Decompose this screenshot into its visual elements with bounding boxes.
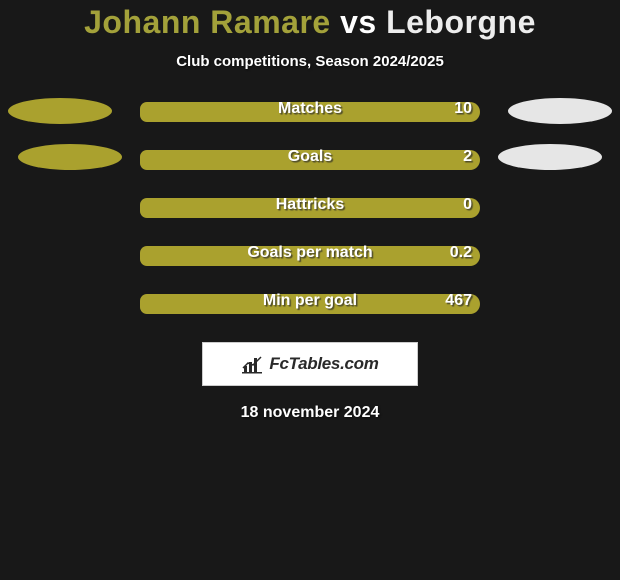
bar-segment-right [147,102,480,122]
bar-segment-left [140,294,147,314]
avatar-placeholder-left-2 [18,144,122,170]
bar-segment-right [147,198,480,218]
avatar-placeholder-right-1 [508,98,612,124]
bar-segment-left [140,198,147,218]
bar-segment-right [147,294,480,314]
bar-segment-right [147,150,480,170]
bar-segment-left [140,246,147,266]
stat-row: Goals2 [140,150,480,170]
player1-name: Johann Ramare [84,4,331,40]
comparison-card: Johann Ramare vs Leborgne Club competiti… [0,0,620,580]
bar-segment-left [140,102,147,122]
barchart-icon [241,354,265,374]
bar-segment-right [147,246,480,266]
page-title: Johann Ramare vs Leborgne [84,4,536,41]
vs-text: vs [340,4,377,40]
stat-row: Hattricks0 [140,198,480,218]
avatar-placeholder-right-2 [498,144,602,170]
stat-row: Goals per match0.2 [140,246,480,266]
subtitle: Club competitions, Season 2024/2025 [176,53,444,70]
stat-row: Min per goal467 [140,294,480,314]
avatar-placeholder-left-1 [8,98,112,124]
bar-segment-left [140,150,147,170]
player2-name: Leborgne [386,4,536,40]
logo-text: FcTables.com [269,354,378,374]
logo-card[interactable]: FcTables.com [202,342,418,386]
stat-row: Matches10 [140,102,480,122]
stat-rows: Matches10 Goals2 Hattricks0 Goals per match… [0,102,620,314]
date-line: 18 november 2024 [241,404,380,422]
